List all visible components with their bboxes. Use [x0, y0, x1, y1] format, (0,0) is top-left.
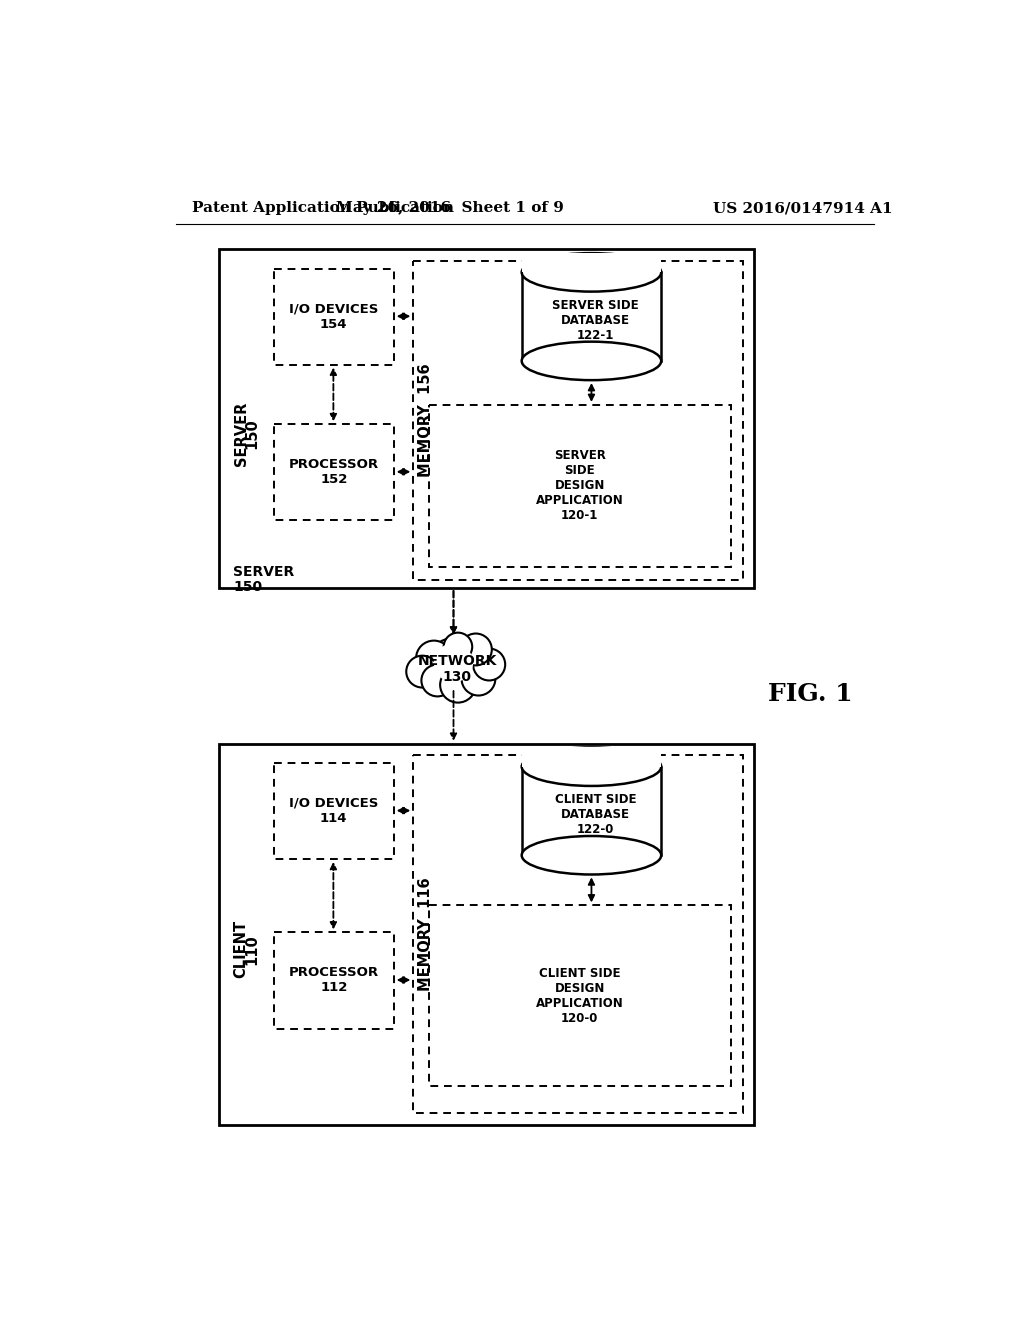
Circle shape	[407, 656, 438, 688]
Text: I/O DEVICES
114: I/O DEVICES 114	[289, 797, 379, 825]
Bar	[521, 747, 662, 767]
Bar	[429, 906, 731, 1086]
Text: SERVER: SERVER	[233, 401, 249, 466]
Text: Patent Application Publication: Patent Application Publication	[193, 202, 455, 215]
Text: CLIENT SIDE
DATABASE
122-0: CLIENT SIDE DATABASE 122-0	[555, 793, 636, 837]
Ellipse shape	[521, 836, 662, 874]
Bar	[414, 755, 742, 1113]
Bar	[273, 424, 394, 520]
Text: May 26, 2016  Sheet 1 of 9: May 26, 2016 Sheet 1 of 9	[336, 202, 563, 215]
Bar	[521, 272, 662, 360]
Bar	[219, 249, 755, 589]
Bar	[414, 261, 742, 581]
Circle shape	[434, 643, 473, 682]
Bar	[521, 767, 662, 855]
Text: CLIENT: CLIENT	[233, 920, 249, 978]
Circle shape	[460, 634, 492, 665]
Circle shape	[473, 648, 505, 681]
Text: PROCESSOR
152: PROCESSOR 152	[289, 458, 379, 486]
Bar	[219, 743, 755, 1125]
Circle shape	[429, 638, 478, 688]
Circle shape	[416, 640, 452, 676]
Ellipse shape	[521, 253, 662, 292]
Ellipse shape	[521, 747, 662, 785]
Text: 150: 150	[245, 418, 259, 449]
Circle shape	[443, 632, 472, 661]
Text: 110: 110	[245, 933, 259, 965]
Bar	[273, 932, 394, 1028]
Bar	[521, 253, 662, 272]
Text: CLIENT SIDE
DESIGN
APPLICATION
120-0: CLIENT SIDE DESIGN APPLICATION 120-0	[536, 966, 624, 1024]
Circle shape	[462, 661, 496, 696]
Text: PROCESSOR
112: PROCESSOR 112	[289, 966, 379, 994]
Text: NETWORK
130: NETWORK 130	[418, 653, 497, 684]
Text: I/O DEVICES
154: I/O DEVICES 154	[289, 302, 379, 330]
Text: SERVER SIDE
DATABASE
122-1: SERVER SIDE DATABASE 122-1	[552, 300, 639, 342]
Bar	[429, 405, 731, 566]
Circle shape	[422, 664, 454, 697]
Text: FIG. 1: FIG. 1	[768, 681, 852, 706]
Bar	[273, 268, 394, 364]
Text: 150: 150	[233, 581, 262, 594]
Text: MEMORY  116: MEMORY 116	[418, 878, 433, 991]
Text: SERVER
SIDE
DESIGN
APPLICATION
120-1: SERVER SIDE DESIGN APPLICATION 120-1	[536, 449, 624, 523]
Ellipse shape	[521, 342, 662, 380]
Text: MEMORY  156: MEMORY 156	[418, 364, 433, 478]
Bar	[273, 763, 394, 859]
Circle shape	[440, 667, 476, 702]
Text: SERVER: SERVER	[233, 565, 295, 578]
Text: US 2016/0147914 A1: US 2016/0147914 A1	[713, 202, 893, 215]
